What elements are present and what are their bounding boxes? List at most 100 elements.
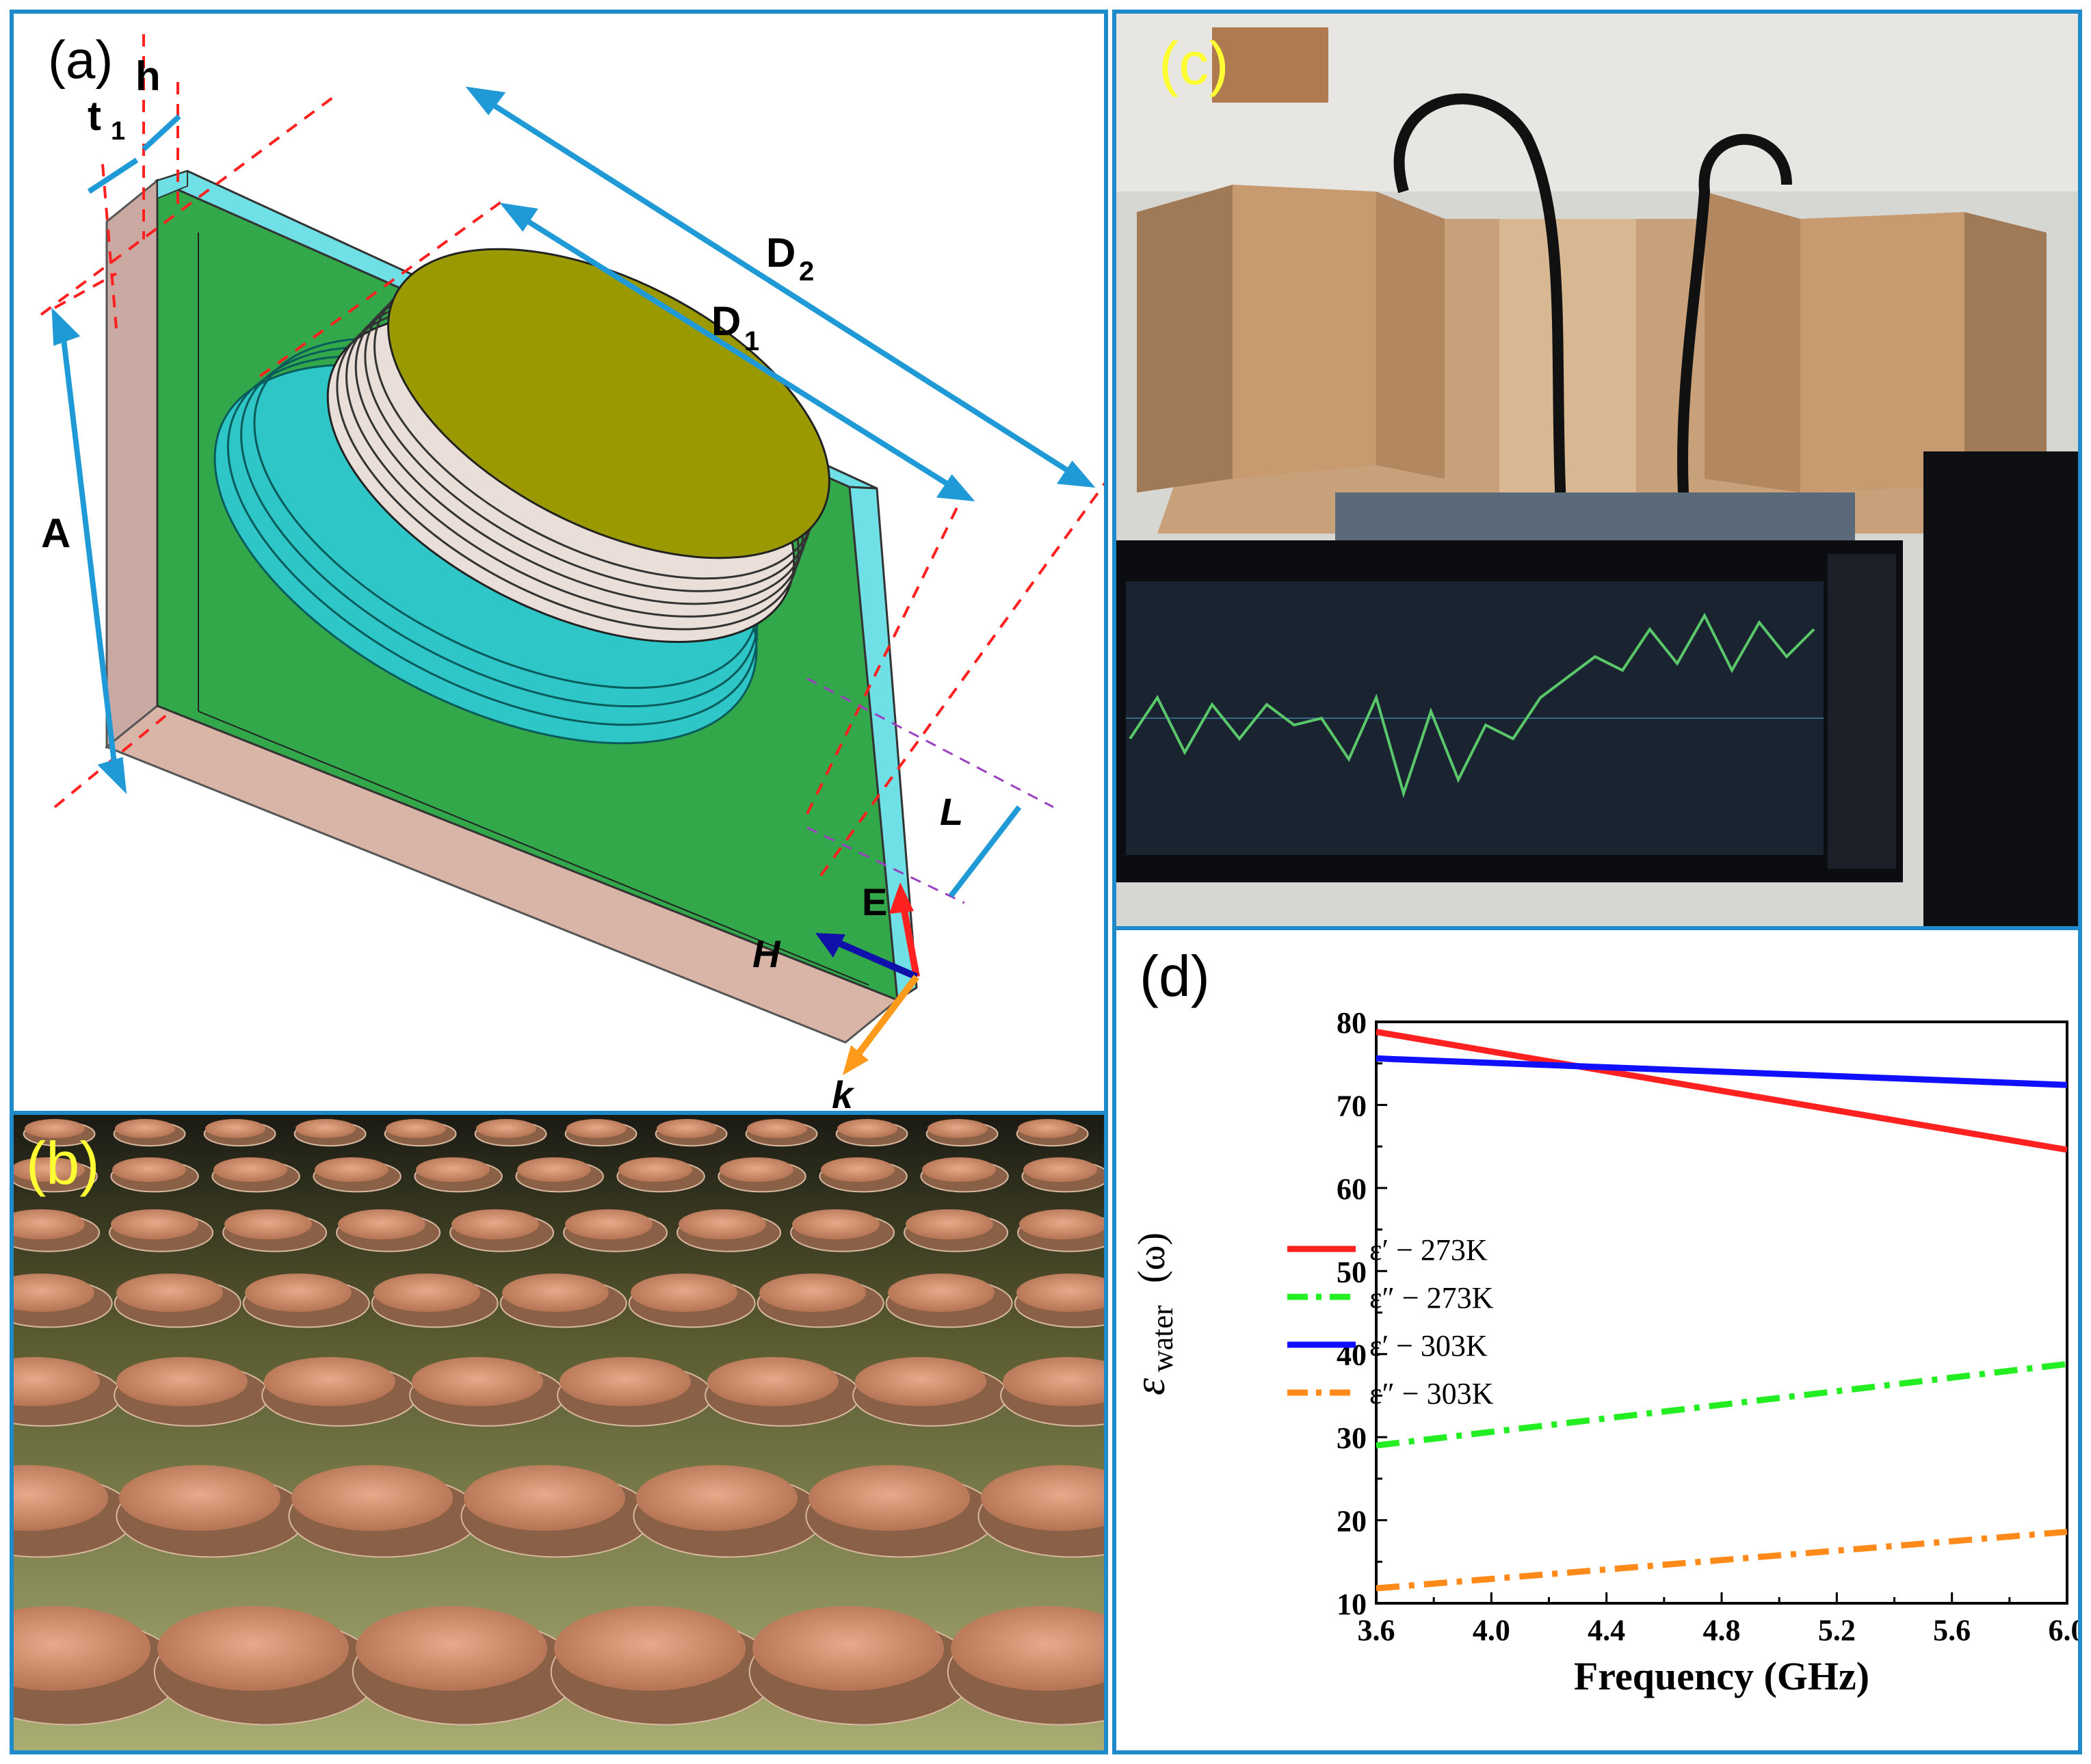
copper-disk-2-4 — [451, 1209, 539, 1239]
x-tick-label-5: 5.6 — [1933, 1614, 1971, 1647]
copper-disk-4-7 — [1003, 1357, 1104, 1406]
copper-disk-1-7 — [720, 1157, 793, 1182]
panel-b-label: (b) — [26, 1129, 100, 1197]
copper-disk-2-3 — [338, 1209, 425, 1239]
copper-disk-2-6 — [679, 1209, 766, 1239]
dim-label-A: A — [41, 510, 70, 556]
vna-trace — [1129, 612, 1815, 798]
copper-disk-1-10 — [1023, 1157, 1097, 1182]
field-label-H: H — [752, 932, 781, 975]
legend-label-1: ε″ − 273K — [1369, 1281, 1494, 1315]
panel-b-fabricated-sample-photo: (b) — [10, 1111, 1108, 1754]
y-tick-label-2: 30 — [1337, 1421, 1367, 1455]
x-tick-label-0: 3.6 — [1358, 1614, 1395, 1647]
x-tick-label-4: 5.2 — [1818, 1614, 1856, 1647]
legend-label-0: ε′ − 273K — [1369, 1233, 1488, 1267]
copper-disk-4-2 — [264, 1357, 395, 1406]
dim-label-D1: D — [711, 298, 741, 344]
copper-disk-2-9 — [1019, 1209, 1104, 1239]
copper-disk-0-9 — [837, 1119, 897, 1138]
dim-label-t1-sub: 1 — [111, 117, 125, 146]
y-axis-label-sub: water — [1146, 1305, 1179, 1372]
copper-disk-2-2 — [224, 1209, 312, 1239]
copper-disk-1-8 — [821, 1157, 895, 1182]
y-axis-label-tail: (ω) — [1131, 1233, 1173, 1283]
copper-disk-0-5 — [476, 1119, 536, 1138]
sample-photo — [14, 1115, 1104, 1750]
top-patch — [387, 248, 830, 560]
copper-disk-1-2 — [213, 1157, 287, 1182]
copper-disk-1-3 — [315, 1157, 389, 1182]
copper-disk-6-1 — [157, 1606, 349, 1691]
copper-disk-5-4 — [636, 1465, 798, 1531]
panel-d-label: (d) — [1140, 944, 1210, 1008]
copper-disk-6-3 — [554, 1606, 746, 1691]
copper-disk-3-3 — [373, 1274, 480, 1312]
copper-disk-array — [14, 1119, 1104, 1726]
copper-disk-4-1 — [116, 1357, 248, 1406]
copper-disk-6-0 — [14, 1606, 150, 1691]
dim-label-h: h — [135, 53, 161, 99]
dim-label-D1-sub: 1 — [744, 326, 759, 356]
unit-cell-diagram: (a) h t 1 D 2 D 1 A L E H k — [40, 29, 1104, 1111]
copper-disk-6-2 — [356, 1606, 547, 1691]
dim-label-D2-sub: 2 — [799, 256, 814, 287]
legend-label-2: ε′ − 303K — [1369, 1329, 1488, 1363]
copper-disk-0-8 — [747, 1119, 807, 1138]
x-tick-label-1: 4.0 — [1473, 1614, 1510, 1647]
copper-disk-1-5 — [517, 1157, 591, 1182]
copper-disk-5-2 — [291, 1465, 453, 1531]
x-axis-ticks: 3.6 4.0 4.4 4.8 5.2 5.6 6.0 — [1358, 1592, 2079, 1647]
copper-disk-0-6 — [566, 1119, 627, 1138]
dim-label-L: L — [940, 790, 963, 833]
copper-disk-0-3 — [295, 1119, 356, 1138]
copper-disk-3-4 — [502, 1274, 609, 1312]
panel-a-unit-cell-schematic: (a) h t 1 D 2 D 1 A L E H k — [10, 10, 1108, 1115]
series-line-0 — [1376, 1029, 2068, 1153]
y-tick-label-1: 20 — [1337, 1505, 1367, 1538]
x-axis-label: Frequency (GHz) — [1574, 1654, 1869, 1698]
copper-disk-0-0 — [25, 1119, 85, 1138]
copper-disk-2-1 — [111, 1209, 198, 1239]
y-tick-label-7: 80 — [1337, 1006, 1367, 1040]
x-tick-label-3: 4.8 — [1703, 1614, 1741, 1647]
panel-d-water-permittivity-chart: (d) 10 20 30 40 50 60 70 80 3.6 4.0 4.4 4.8 5.2 5.6 6… — [1112, 926, 2082, 1754]
y-tick-label-6: 70 — [1337, 1089, 1367, 1122]
copper-disk-0-1 — [115, 1119, 175, 1138]
copper-disk-1-4 — [416, 1157, 490, 1182]
legend: ε′ − 273K ε″ − 273K ε′ − 303K ε″ − 303K — [1287, 1233, 1494, 1410]
copper-disk-0-11 — [1018, 1119, 1078, 1138]
copper-disk-3-1 — [116, 1274, 223, 1312]
left-wooden-holder — [1137, 185, 1445, 492]
copper-disk-2-0 — [14, 1209, 85, 1239]
y-tick-label-4: 50 — [1337, 1255, 1367, 1289]
series-lines — [1376, 1029, 2068, 1592]
legend-label-3: ε″ − 303K — [1369, 1377, 1494, 1410]
copper-disk-0-7 — [657, 1119, 717, 1138]
copper-disk-5-6 — [981, 1465, 1104, 1531]
x-tick-label-2: 4.4 — [1588, 1614, 1625, 1647]
copper-disk-5-1 — [119, 1465, 280, 1531]
copper-disk-2-7 — [792, 1209, 880, 1239]
field-label-E: E — [862, 880, 887, 923]
right-wooden-holder — [1705, 192, 2047, 492]
copper-disk-3-6 — [759, 1274, 866, 1312]
horn-antenna-board — [1212, 27, 1328, 103]
copper-disk-3-5 — [631, 1274, 737, 1312]
field-label-k: k — [832, 1073, 855, 1111]
panel-a-label: (a) — [48, 29, 113, 90]
copper-disk-0-2 — [205, 1119, 265, 1138]
dim-label-D2: D — [766, 230, 795, 276]
y-axis-label-main: ε — [1125, 1378, 1174, 1395]
copper-disk-5-5 — [808, 1465, 970, 1531]
copper-disk-3-0 — [14, 1274, 94, 1312]
copper-disk-3-8 — [1016, 1274, 1104, 1312]
y-axis-label: ε water (ω) — [1125, 1233, 1179, 1395]
dim-label-t1: t — [88, 93, 101, 139]
x-tick-label-6: 6.0 — [2049, 1614, 2079, 1647]
copper-disk-0-4 — [386, 1119, 446, 1138]
copper-disk-3-2 — [245, 1274, 352, 1312]
copper-disk-1-0 — [14, 1157, 85, 1182]
copper-disk-5-0 — [14, 1465, 108, 1531]
y-tick-label-5: 60 — [1337, 1172, 1367, 1206]
